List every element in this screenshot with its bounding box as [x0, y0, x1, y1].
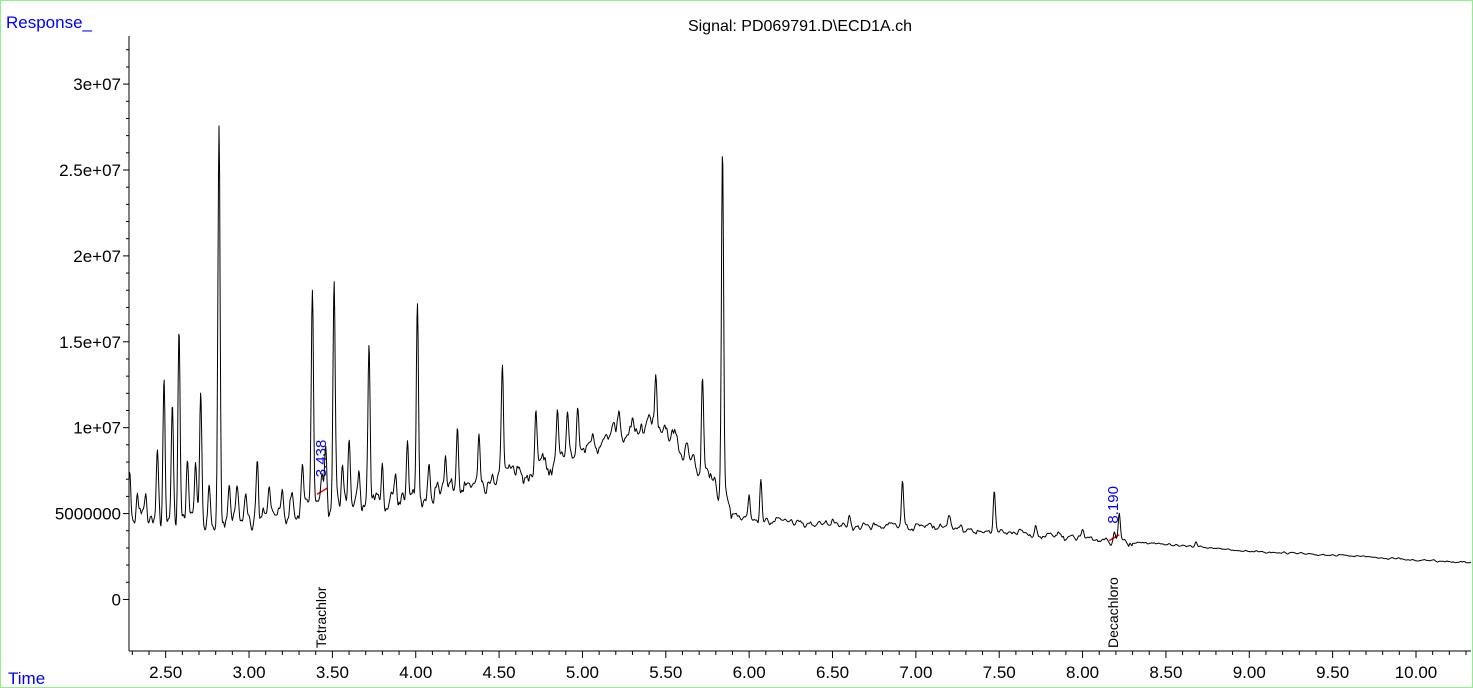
x-tick-label: 5.50 [649, 663, 682, 682]
y-axis-label: Response_ [6, 13, 93, 32]
integration-mark [1108, 533, 1120, 542]
compound-label: Decachloro [1105, 577, 1121, 648]
x-tick-label: 9.50 [1316, 663, 1349, 682]
y-tick-label: 5000000 [55, 505, 121, 524]
y-tick-label: 0 [112, 590, 121, 609]
y-tick-label: 1e+07 [73, 419, 121, 438]
x-tick-label: 5.00 [566, 663, 599, 682]
x-tick-label: 9.00 [1233, 663, 1266, 682]
peak-annotations: 3.438 Tetrachlor 8.190 Decachloro [313, 440, 1122, 648]
y-tick-label: 3e+07 [73, 75, 121, 94]
x-tick-label: 6.50 [816, 663, 849, 682]
y-tick-label: 2.5e+07 [59, 161, 121, 180]
retention-time-label: 8.190 [1105, 486, 1122, 524]
y-tick-label: 2e+07 [73, 247, 121, 266]
x-tick-label: 2.50 [149, 663, 182, 682]
x-tick-label: 4.00 [399, 663, 432, 682]
x-axis-label: Time [8, 669, 45, 688]
x-tick-label: 7.50 [983, 663, 1016, 682]
chart-title: Signal: PD069791.D\ECD1A.ch [688, 18, 912, 35]
signal-trace [128, 125, 1472, 564]
x-tick-label: 7.00 [899, 663, 932, 682]
x-tick-label: 8.00 [1066, 663, 1099, 682]
x-tick-label: 8.50 [1149, 663, 1182, 682]
y-tick-label: 1.5e+07 [59, 333, 121, 352]
compound-label: Tetrachlor [313, 586, 329, 648]
x-tick-label: 3.50 [316, 663, 349, 682]
axes: 0 5000000 1e+07 1.5e+07 2e+07 2.5e+07 3e+07 2.5… [55, 36, 1471, 682]
x-tick-label: 3.00 [232, 663, 265, 682]
x-tick-label: 4.50 [483, 663, 516, 682]
integration-mark [316, 487, 328, 495]
retention-time-label: 3.438 [313, 440, 330, 478]
x-tick-label: 6.00 [733, 663, 766, 682]
x-tick-label: 10.00 [1395, 663, 1438, 682]
